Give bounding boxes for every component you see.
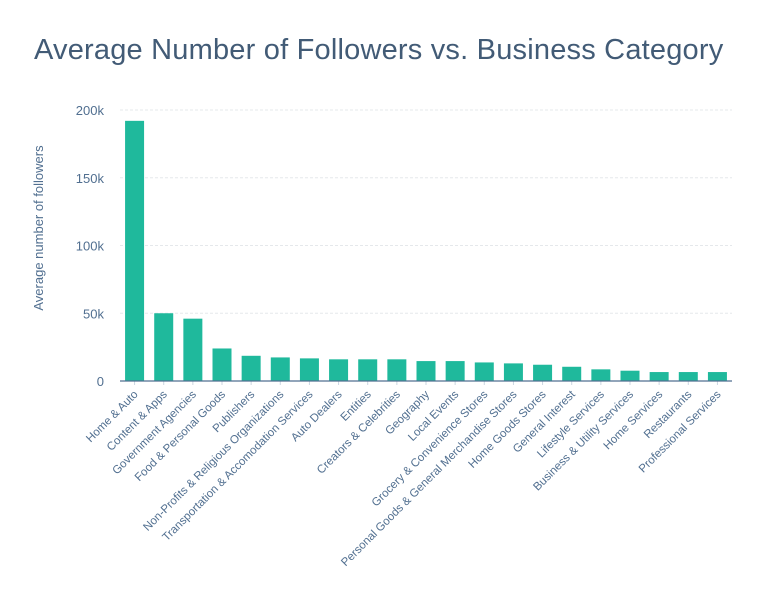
bar [270, 357, 290, 381]
bar [358, 359, 378, 381]
bar [649, 372, 669, 381]
bar [533, 364, 553, 381]
y-axis-label: Average number of followers [31, 145, 46, 311]
bar [620, 370, 640, 381]
bar [183, 318, 203, 381]
bar [678, 372, 698, 381]
bar [212, 348, 232, 381]
y-tick-label: 100k [76, 239, 105, 254]
y-tick-label: 0 [97, 374, 104, 389]
bar [707, 372, 727, 381]
bar [445, 361, 465, 381]
y-tick-label: 150k [76, 171, 105, 186]
y-tick-label: 200k [76, 103, 105, 118]
bar [416, 361, 436, 381]
y-tick-label: 50k [83, 306, 104, 321]
bar [503, 363, 523, 381]
bar [562, 366, 582, 381]
bar [299, 358, 319, 381]
chart-title: Average Number of Followers vs. Business… [34, 34, 724, 66]
bar [154, 313, 174, 381]
bar [329, 359, 349, 381]
bar [387, 359, 407, 381]
bar [241, 355, 261, 381]
bar [591, 369, 611, 381]
bar [125, 120, 145, 381]
bar [474, 362, 494, 381]
